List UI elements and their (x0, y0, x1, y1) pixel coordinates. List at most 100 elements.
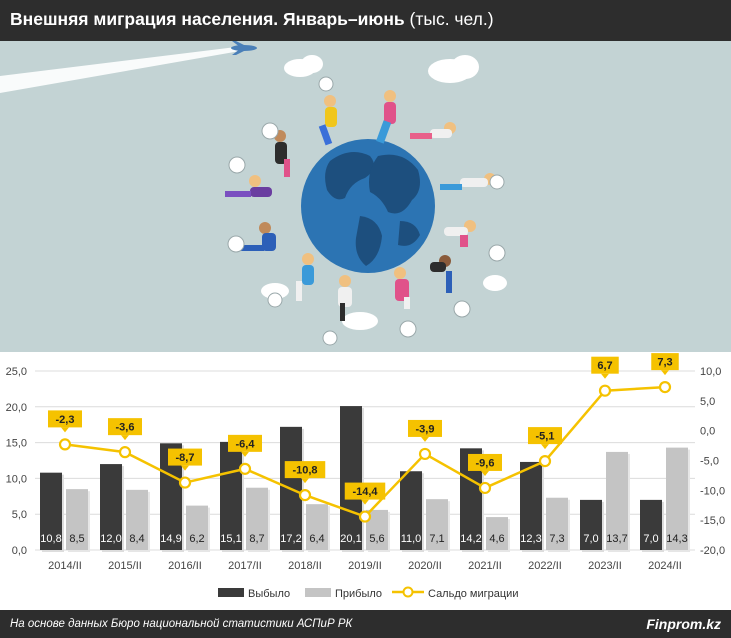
y-right-tick-label: -5,0 (700, 456, 719, 468)
balance-label-box (228, 434, 262, 452)
bar-inflow-label: 5,6 (369, 533, 384, 545)
y-left-tick-label: 10,0 (6, 473, 27, 485)
plane-trail (0, 47, 240, 93)
balance-label: -8,7 (176, 452, 195, 464)
bar-inflow-label: 8,5 (69, 533, 84, 545)
bar-inflow (246, 487, 268, 550)
bar-inflow-label: 6,4 (309, 533, 324, 545)
y-right-tick-label: 10,0 (700, 366, 721, 378)
cloud-icon (261, 55, 507, 330)
balance-point (118, 446, 132, 459)
x-tick-label: 2015/II (108, 560, 142, 572)
bar-outflow (460, 448, 482, 550)
balance-label-pointer (601, 373, 609, 379)
bar-outflow (400, 471, 422, 550)
bar-outflow (220, 441, 242, 550)
bar-inflow-label: 8,7 (249, 533, 264, 545)
balance-label-pointer (121, 435, 129, 441)
balance-point (538, 454, 552, 468)
bar-outflow (640, 499, 662, 550)
x-tick-label: 2018/II (288, 560, 322, 572)
migration-chart: 0,0 5,0 10,0 15,0 20,0 25,0 -20,0 -15,0 -10,0 -5… (6, 353, 725, 600)
bar-outflow (160, 443, 182, 550)
y-right-tick-label: 0,0 (700, 426, 715, 438)
legend-label-inflow: Прибыло (335, 588, 382, 600)
legend-marker-balance (402, 586, 414, 598)
balance-point (598, 384, 612, 397)
bar-outflow-label: 12,0 (100, 533, 121, 545)
globe-with-travelers-illustration (0, 41, 731, 352)
balance-point (478, 481, 492, 495)
balance-point (238, 462, 252, 475)
bar-outflow (40, 472, 62, 550)
balance-label-pointer (541, 444, 549, 450)
balance-label-pointer (61, 427, 69, 433)
bar-outflow-label: 11,0 (401, 533, 422, 545)
y-right-tick-label: -15,0 (700, 515, 725, 527)
x-tick-label: 2023/II (588, 560, 622, 572)
bar-outflow-label: 20,1 (340, 533, 361, 545)
x-tick-label: 2019/II (348, 560, 382, 572)
balance-point (358, 510, 372, 523)
balance-label: -6,4 (236, 438, 256, 450)
globe-icon (301, 139, 435, 273)
y-right-tick-label: 5,0 (700, 396, 715, 408)
footer-bar: На основе данных Бюро национальной стати… (0, 610, 731, 638)
bar-outflow (100, 464, 122, 550)
balance-label-pointer (481, 470, 489, 476)
bar-inflow-label: 8,4 (129, 533, 144, 545)
x-tick-label: 2024/II (648, 560, 682, 572)
bar-outflow-label: 15,1 (220, 533, 241, 545)
balance-point (178, 476, 192, 489)
y-axis-right: -20,0 -15,0 -10,0 -5,0 0,0 5,0 10,0 (700, 366, 725, 557)
legend-swatch-inflow (305, 588, 331, 597)
bar-inflow (546, 497, 568, 550)
balance-label-pointer (421, 436, 429, 442)
balance-point (58, 438, 72, 451)
balance-label: -14,4 (352, 486, 378, 498)
balance-label-pointer (181, 465, 189, 471)
bar-inflow (426, 499, 448, 550)
balance-label-box (344, 482, 386, 500)
bar-inflow-label: 7,1 (429, 533, 444, 545)
y-left-tick-label: 0,0 (12, 545, 27, 557)
bar-outflow (340, 406, 362, 550)
balance-label: -3,6 (116, 422, 135, 434)
x-tick-label: 2020/II (408, 560, 442, 572)
location-pin-icons (227, 76, 506, 346)
legend: Выбыло Прибыло Сальдо миграции (218, 586, 518, 600)
y-left-tick-label: 5,0 (12, 509, 27, 521)
balance-label-pointer (241, 451, 249, 457)
bar-inflow-label: 7,3 (549, 533, 564, 545)
balance-label-pointer (661, 370, 669, 376)
balance-label: 7,3 (657, 357, 672, 369)
bar-outflow-label: 10,8 (40, 533, 61, 545)
balance-point (658, 381, 672, 394)
balance-label: -9,6 (476, 457, 495, 469)
bar-outflow-label: 7,0 (583, 533, 598, 545)
bar-inflow (366, 509, 388, 550)
bar-inflow (126, 489, 148, 550)
y-left-tick-label: 25,0 (6, 366, 27, 378)
balance-label-box (528, 427, 562, 445)
x-axis: 2014/II 2015/II 2016/II 2017/II 2018/II 2019/… (48, 560, 682, 572)
bar-inflow (66, 489, 88, 550)
y-left-tick-label: 15,0 (6, 438, 27, 450)
brand-logo: Finprom.kz (646, 616, 721, 632)
bar-inflow-label: 6,2 (189, 533, 204, 545)
legend-swatch-outflow (218, 588, 244, 597)
y-left-tick-label: 20,0 (6, 402, 27, 414)
bar-inflow-label: 4,6 (489, 533, 504, 545)
balance-label: 6,7 (597, 360, 612, 372)
bar-outflow (580, 499, 602, 550)
balance-label-box (48, 410, 82, 428)
balance-label-box (408, 419, 442, 437)
illustration-art (0, 41, 507, 346)
bar-outflow-label: 14,2 (460, 533, 481, 545)
balance-label: -10,8 (292, 465, 317, 477)
x-tick-label: 2016/II (168, 560, 202, 572)
bar-inflow (486, 517, 508, 550)
x-tick-label: 2021/II (468, 560, 502, 572)
x-tick-label: 2022/II (528, 560, 562, 572)
balance-label: -3,9 (416, 423, 435, 435)
